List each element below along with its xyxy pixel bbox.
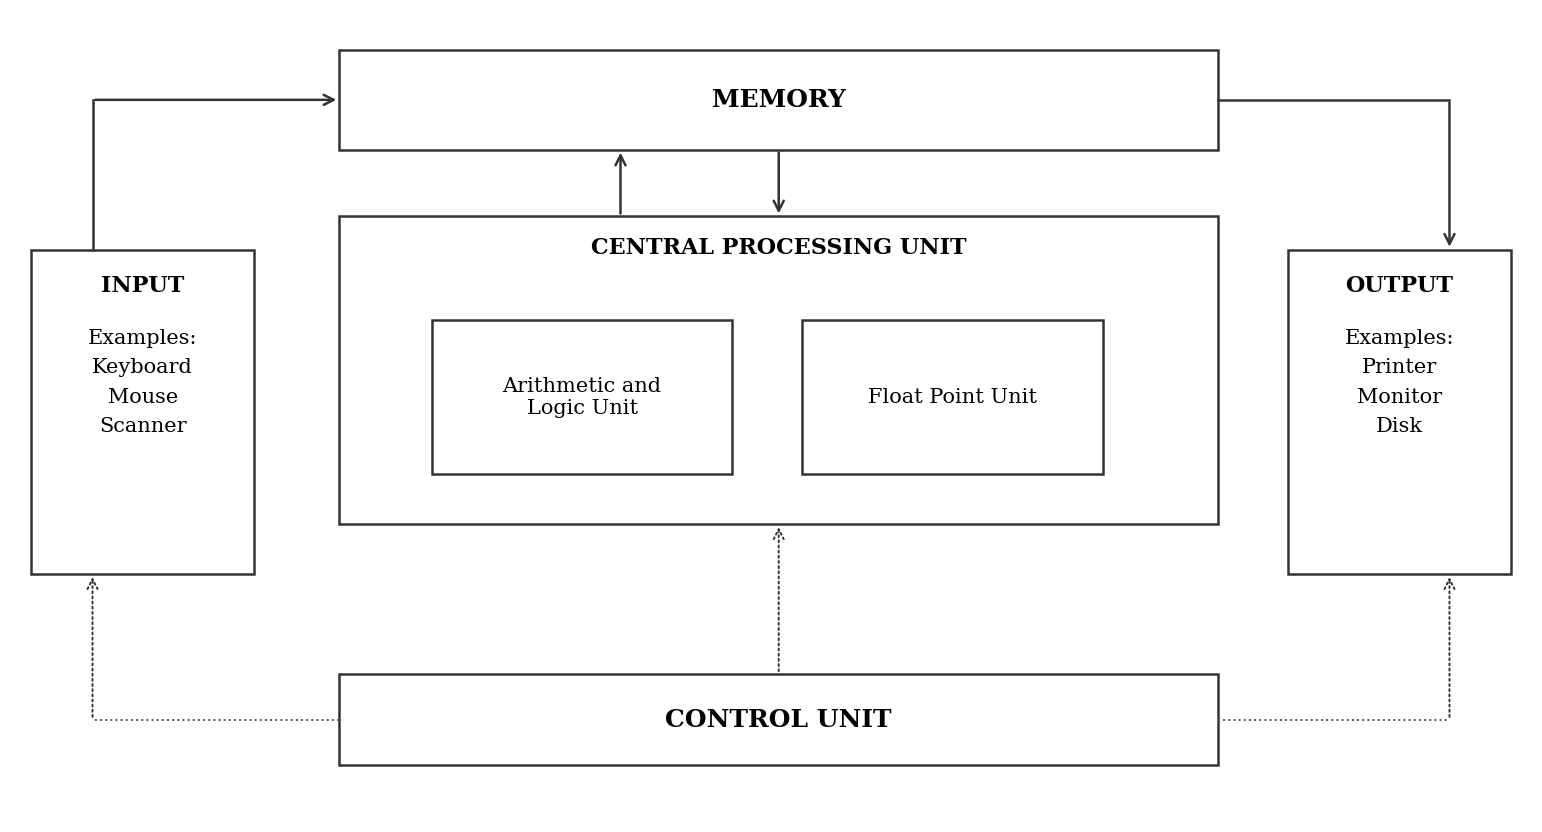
Text: MEMORY: MEMORY: [712, 88, 845, 111]
Text: CENTRAL PROCESSING UNIT: CENTRAL PROCESSING UNIT: [591, 237, 967, 259]
Text: Arithmetic and
Logic Unit: Arithmetic and Logic Unit: [503, 377, 662, 418]
Text: Float Point Unit: Float Point Unit: [868, 388, 1036, 407]
FancyBboxPatch shape: [31, 250, 254, 574]
Text: INPUT: INPUT: [100, 275, 185, 296]
FancyBboxPatch shape: [339, 674, 1218, 765]
Text: Examples:
Keyboard
Mouse
Scanner: Examples: Keyboard Mouse Scanner: [88, 329, 197, 436]
FancyBboxPatch shape: [1288, 250, 1511, 574]
FancyBboxPatch shape: [432, 320, 732, 474]
Text: Examples:
Printer
Monitor
Disk: Examples: Printer Monitor Disk: [1345, 329, 1454, 436]
Text: CONTROL UNIT: CONTROL UNIT: [666, 708, 891, 731]
FancyBboxPatch shape: [802, 320, 1103, 474]
FancyBboxPatch shape: [339, 216, 1218, 524]
Text: OUTPUT: OUTPUT: [1345, 275, 1454, 296]
FancyBboxPatch shape: [339, 50, 1218, 150]
